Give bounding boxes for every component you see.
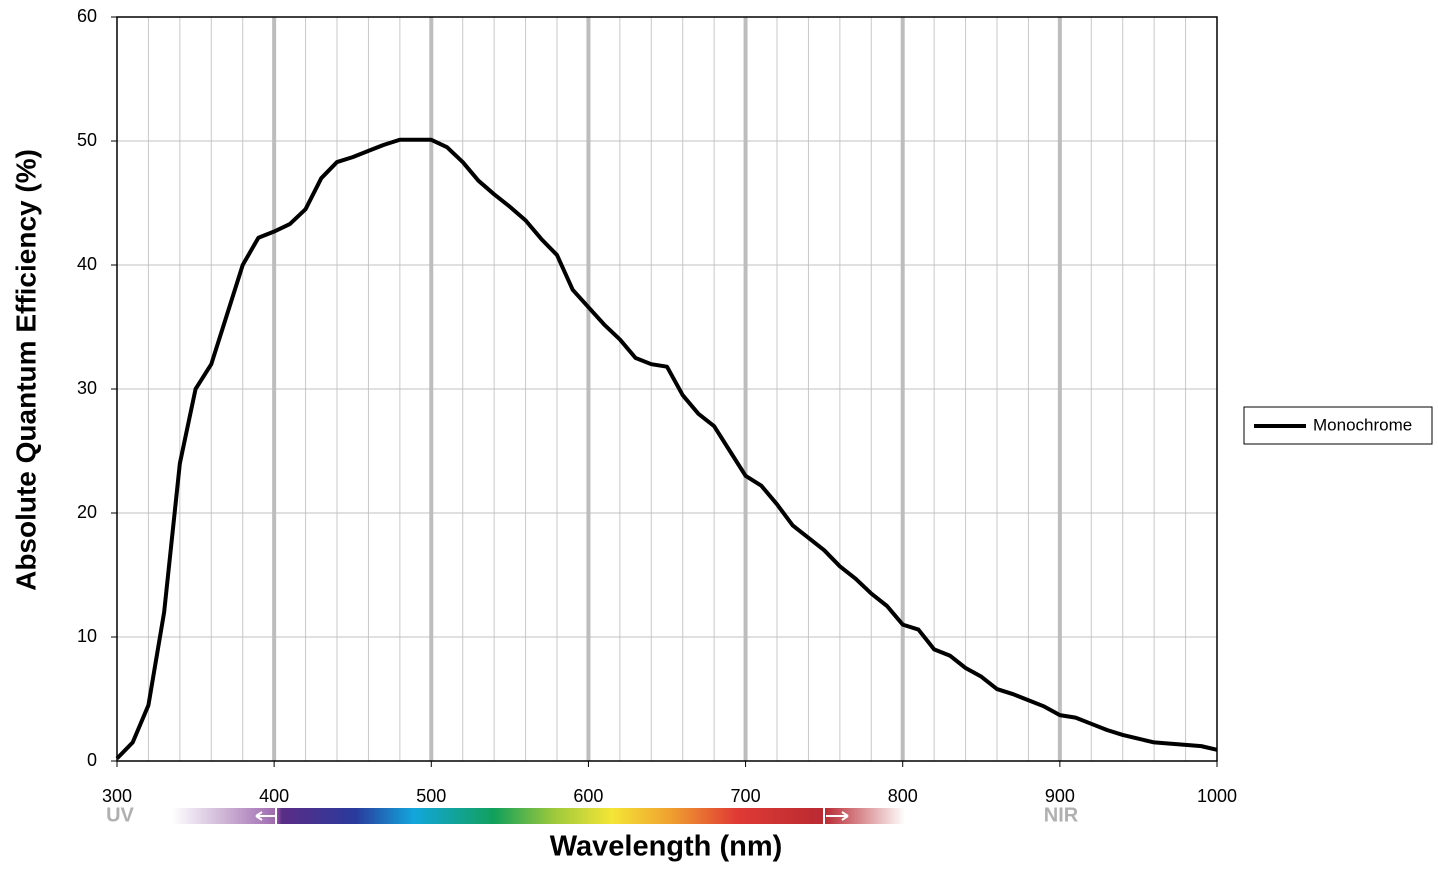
x-tick-label: 500 [416,786,446,806]
x-tick-label: 900 [1045,786,1075,806]
y-tick-label: 40 [77,254,97,274]
arrow-right [826,811,849,821]
y-tick-label: 0 [87,750,97,770]
y-tick-label: 10 [77,626,97,646]
plot-area: 300 400 500 600 700 800 900 1000 0 10 20 30 40 50 60 [77,6,1237,806]
arrow-left [255,811,276,821]
y-axis-label: Absolute Quantum Efficiency (%) [10,149,41,591]
uv-label: UV [106,804,134,826]
data-line [115,137,1218,760]
x-tick-label: 400 [259,786,289,806]
x-tick-label: 1000 [1197,786,1237,806]
x-tick-label: 300 [102,786,132,806]
y-tick-label: 50 [77,130,97,150]
nir-label: NIR [1044,804,1079,826]
x-tick-label: 800 [888,786,918,806]
y-tick-label: 20 [77,502,97,522]
y-tick-label: 30 [77,378,97,398]
x-tick-label: 600 [573,786,603,806]
plot-border [116,16,1218,762]
legend-label: Monochrome [1313,415,1412,434]
x-axis-label: Wavelength (nm) [550,831,783,863]
spectrum-bar [172,808,905,824]
y-tick-label: 60 [77,6,97,26]
x-tick-label: 700 [731,786,761,806]
